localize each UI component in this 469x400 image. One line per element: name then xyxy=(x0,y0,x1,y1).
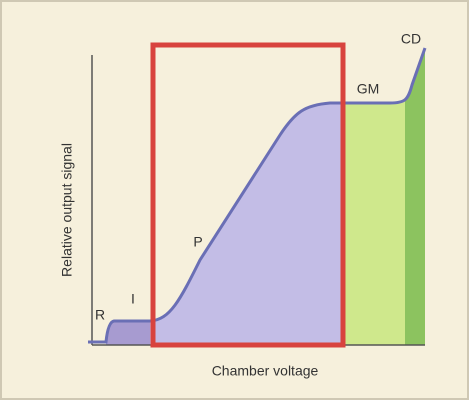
region-label: CD xyxy=(401,31,421,47)
response-curve xyxy=(88,47,427,344)
region-label: P xyxy=(193,234,202,250)
highlight-box xyxy=(150,42,346,348)
region-label: GM xyxy=(357,81,380,97)
region-label: I xyxy=(131,291,135,307)
x-axis-label: Chamber voltage xyxy=(212,363,319,379)
y-axis-label: Relative output signal xyxy=(59,143,75,277)
fill-cd xyxy=(405,48,425,345)
region-label: R xyxy=(95,307,105,323)
